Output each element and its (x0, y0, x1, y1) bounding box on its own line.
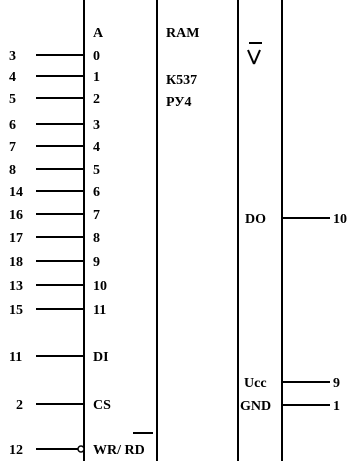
right-pin-labels: DO Ucc GND (240, 212, 271, 414)
pin-label: 1 (93, 70, 100, 85)
pin-number: 12 (9, 443, 23, 458)
pin-number: 6 (9, 118, 16, 133)
pin-number: 14 (9, 185, 23, 200)
pin-label: 3 (93, 118, 100, 133)
right-pin-numbers: 10 9 1 (333, 212, 347, 414)
pin-label: 9 (93, 255, 100, 270)
pin-number: 1 (333, 399, 340, 414)
right-pin-lines (282, 217, 330, 406)
pin-label: 5 (93, 163, 100, 178)
pin-number: 3 (9, 49, 16, 64)
pin-number: 16 (9, 208, 23, 223)
pin-label: 6 (93, 185, 100, 200)
tri-state-symbol (247, 42, 262, 65)
pin-label: 11 (93, 303, 106, 318)
left-pin-labels: 0 1 2 3 4 5 6 7 8 9 10 11 DI CS WR/ RD (93, 49, 145, 458)
pin-label: WR/ RD (93, 443, 145, 458)
pin-number: 9 (333, 376, 340, 391)
pin-number: 4 (9, 70, 16, 85)
pin-number: 2 (16, 398, 23, 413)
pin-number: 18 (9, 255, 23, 270)
pin-label: 2 (93, 92, 100, 107)
pin-number: 17 (9, 231, 23, 246)
pin-label: DO (245, 212, 266, 227)
pin-label: DI (93, 350, 109, 365)
chip-part-number: К537 (166, 73, 197, 88)
pin-number: 8 (9, 163, 16, 178)
pin-label: Ucc (244, 376, 267, 391)
pin-number: 11 (9, 350, 22, 365)
pin-label: GND (240, 399, 271, 414)
pin-label: 8 (93, 231, 100, 246)
address-header: A (93, 26, 104, 41)
pin-number: 5 (9, 92, 16, 107)
left-pin-numbers: 3 4 5 6 7 8 14 16 17 18 13 15 11 2 12 (9, 49, 23, 458)
pin-number: 7 (9, 140, 16, 155)
chip-series: РУ4 (166, 95, 191, 110)
pin-label: 4 (93, 140, 100, 155)
pin-number: 15 (9, 303, 23, 318)
pin-label: CS (93, 398, 111, 413)
pin-number: 10 (333, 212, 347, 227)
pin-number: 13 (9, 279, 23, 294)
pin-label: 0 (93, 49, 100, 64)
inversion-bubble-icon (77, 445, 85, 453)
left-pin-lines (36, 54, 85, 453)
pin-label: 7 (93, 208, 100, 223)
chip-type: RAM (166, 26, 199, 41)
pin-label: 10 (93, 279, 107, 294)
